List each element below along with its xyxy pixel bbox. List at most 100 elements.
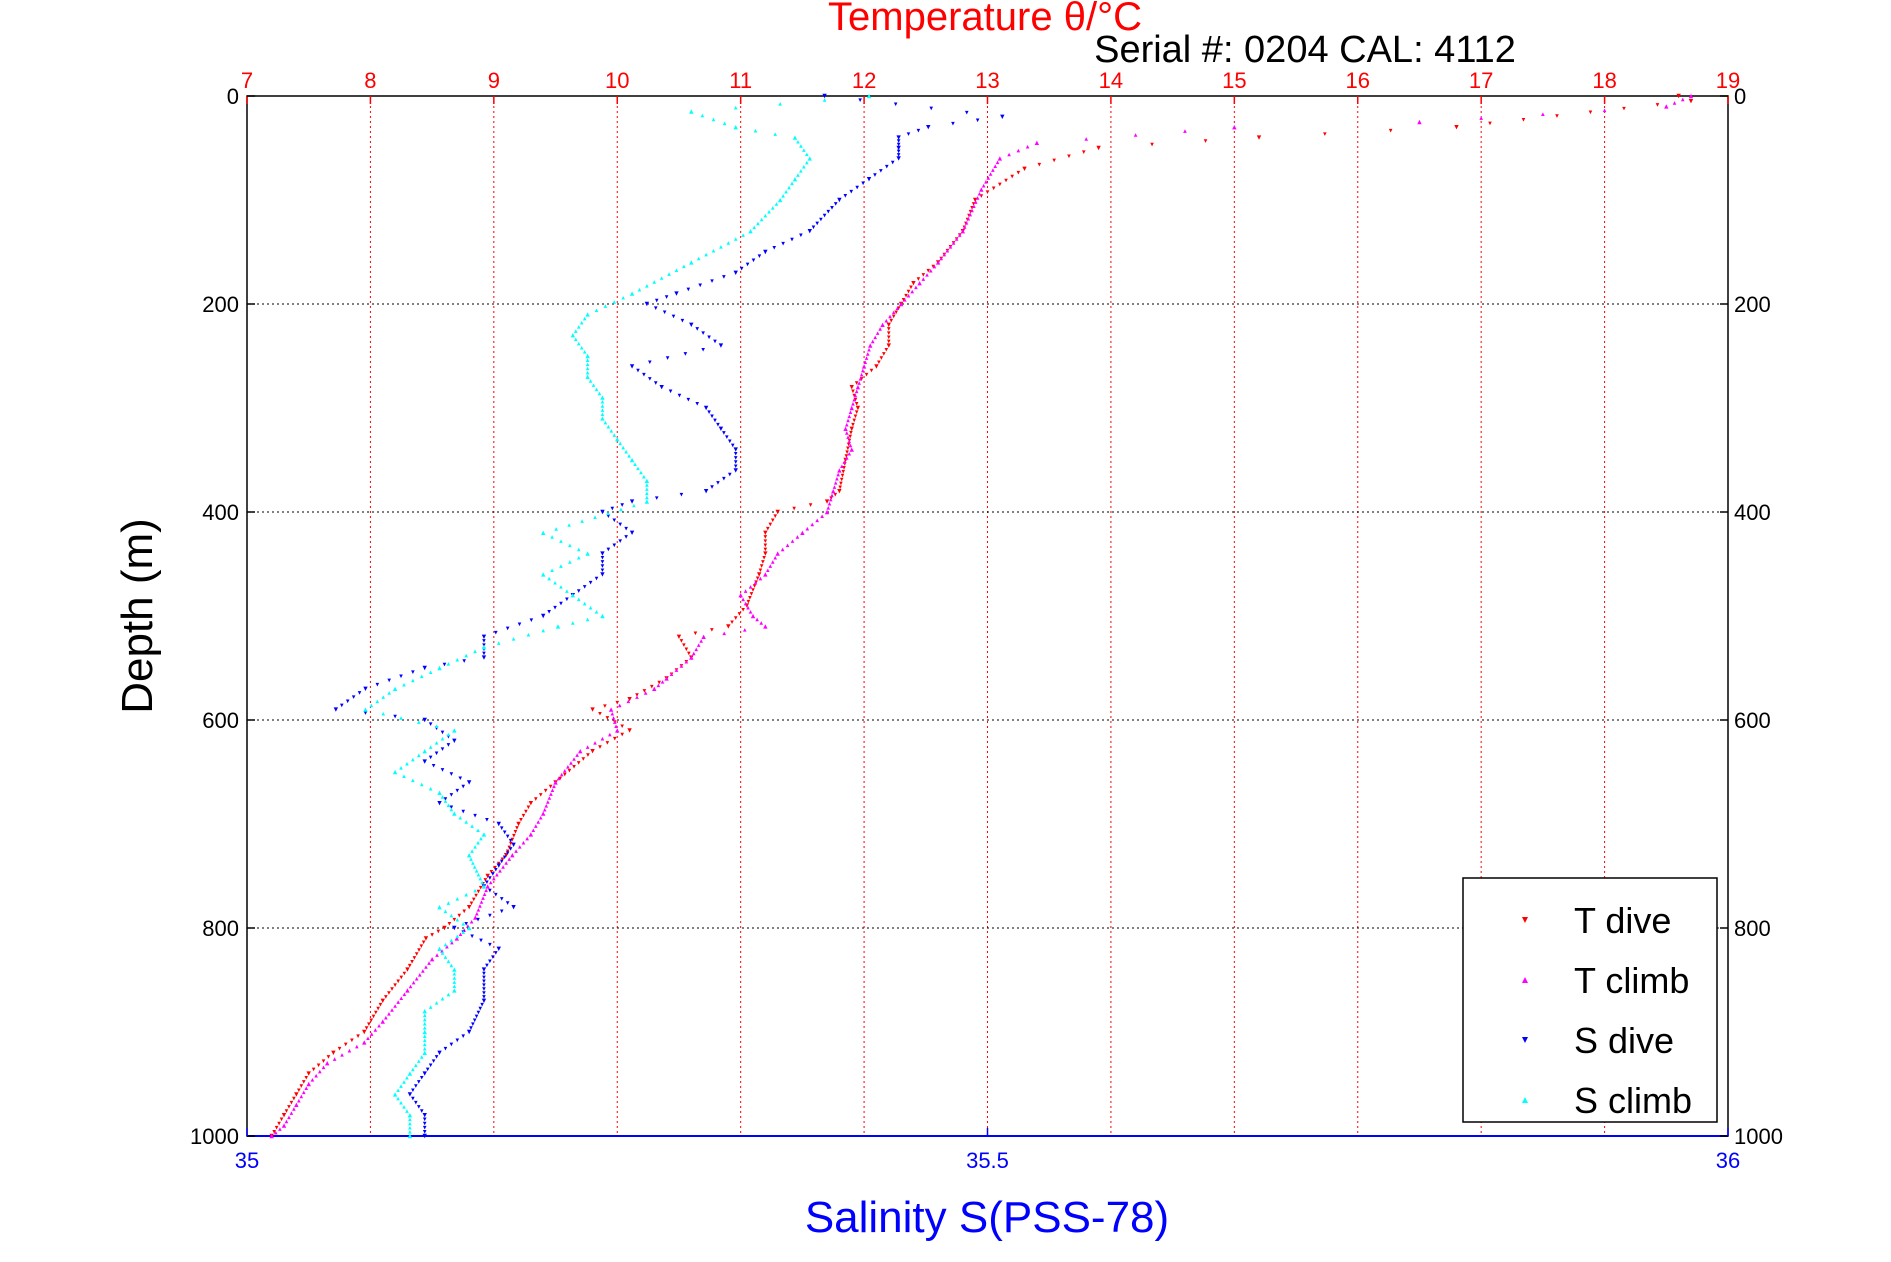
data-point-interp (730, 443, 735, 448)
data-point (629, 364, 635, 369)
data-point-interp (384, 995, 388, 999)
data-point (644, 499, 650, 504)
data-point-interp (910, 289, 915, 294)
data-point-interp (505, 849, 510, 854)
data-point (664, 676, 669, 681)
data-point-interp (476, 1010, 481, 1015)
data-point (422, 1113, 427, 1118)
data-point-interp (482, 979, 486, 984)
data-point-interp (845, 456, 849, 460)
data-point-interp (304, 1075, 309, 1080)
data-point-interp (340, 1053, 344, 1057)
data-point-interp (411, 778, 415, 783)
data-point-interp (815, 518, 819, 523)
data-point-interp (624, 535, 628, 539)
data-point (516, 821, 521, 827)
data-point (481, 645, 487, 650)
data-point (861, 364, 867, 369)
data-point (429, 957, 435, 962)
data-point-interp (757, 254, 762, 258)
data-point-interp (815, 221, 819, 226)
data-point-interp (916, 277, 921, 281)
data-point (496, 863, 501, 868)
data-point-interp (822, 213, 827, 218)
data-point-interp (903, 298, 907, 302)
data-point-interp (485, 963, 489, 968)
data-point-interp (845, 450, 849, 454)
data-point-interp (785, 543, 790, 548)
data-point-interp (945, 248, 950, 253)
data-point-interp (447, 922, 452, 926)
data-point-interp (774, 202, 779, 206)
data-point-interp (853, 414, 858, 419)
data-point-interp (845, 431, 849, 435)
data-point-interp (580, 519, 584, 523)
data-point-interp (440, 730, 445, 735)
data-point-interp (446, 743, 451, 747)
data-point-interp (975, 196, 980, 200)
data-point-interp (755, 617, 759, 622)
data-point-interp (748, 596, 752, 600)
data-point-interp (677, 393, 682, 398)
data-point-interp (399, 975, 404, 980)
data-point-interp (846, 442, 851, 447)
data-point-interp (488, 888, 492, 893)
data-point (528, 832, 534, 837)
data-point-interp (575, 753, 579, 757)
data-point (423, 936, 429, 941)
data-point-interp (430, 933, 434, 937)
data-point-interp (455, 1038, 460, 1043)
data-point-interp (859, 372, 864, 377)
data-point-interp (461, 809, 466, 814)
data-point (763, 551, 768, 556)
data-point-interp (428, 786, 433, 791)
data-point-interp (446, 732, 451, 737)
data-point-interp (367, 1022, 371, 1026)
data-point-interp (766, 568, 770, 573)
x-axis-label-salinity: Salinity S(PSS-78) (805, 1193, 1169, 1242)
data-point-interp (559, 564, 563, 568)
data-point-interp (488, 942, 492, 947)
data-point-interp (645, 495, 649, 500)
data-point (837, 197, 842, 203)
data-point-interp (665, 356, 670, 360)
data-point-interp (499, 909, 504, 914)
data-point-interp (274, 1125, 279, 1130)
data-point-interp (722, 121, 727, 126)
data-point-interp (843, 194, 848, 198)
data-point (701, 634, 706, 639)
data-point-interp (452, 971, 457, 976)
data-point-interp (669, 672, 674, 677)
data-point-interp (470, 824, 474, 828)
data-point (306, 1081, 311, 1087)
data-point (763, 572, 768, 577)
data-point-interp (748, 610, 753, 614)
data-point-interp (668, 389, 673, 394)
data-point-interp (598, 711, 602, 716)
data-point-interp (968, 212, 973, 217)
data-point-interp (906, 289, 911, 294)
chart-title: Temperature θ/°C (828, 0, 1142, 39)
data-point (837, 468, 842, 473)
data-point-interp (639, 470, 643, 475)
data-point-interp (741, 233, 745, 237)
data-point-interp (861, 368, 865, 373)
data-point (363, 686, 368, 691)
left-tick-label: 600 (202, 708, 239, 733)
right-tick-label: 0 (1734, 84, 1746, 109)
data-point (1688, 93, 1694, 99)
data-point-interp (693, 631, 698, 636)
data-point-interp (538, 793, 543, 797)
data-point (331, 1050, 336, 1055)
data-point-interp (621, 445, 625, 450)
data-point-interp (416, 1059, 421, 1063)
data-point-interp (759, 564, 764, 568)
data-point-interp (499, 859, 504, 864)
data-point-interp (865, 352, 870, 356)
data-point-interp (790, 237, 794, 242)
data-point-interp (600, 555, 605, 560)
data-point-interp (659, 276, 664, 280)
data-point (485, 884, 490, 889)
data-point (407, 1092, 413, 1097)
data-point (763, 530, 768, 535)
